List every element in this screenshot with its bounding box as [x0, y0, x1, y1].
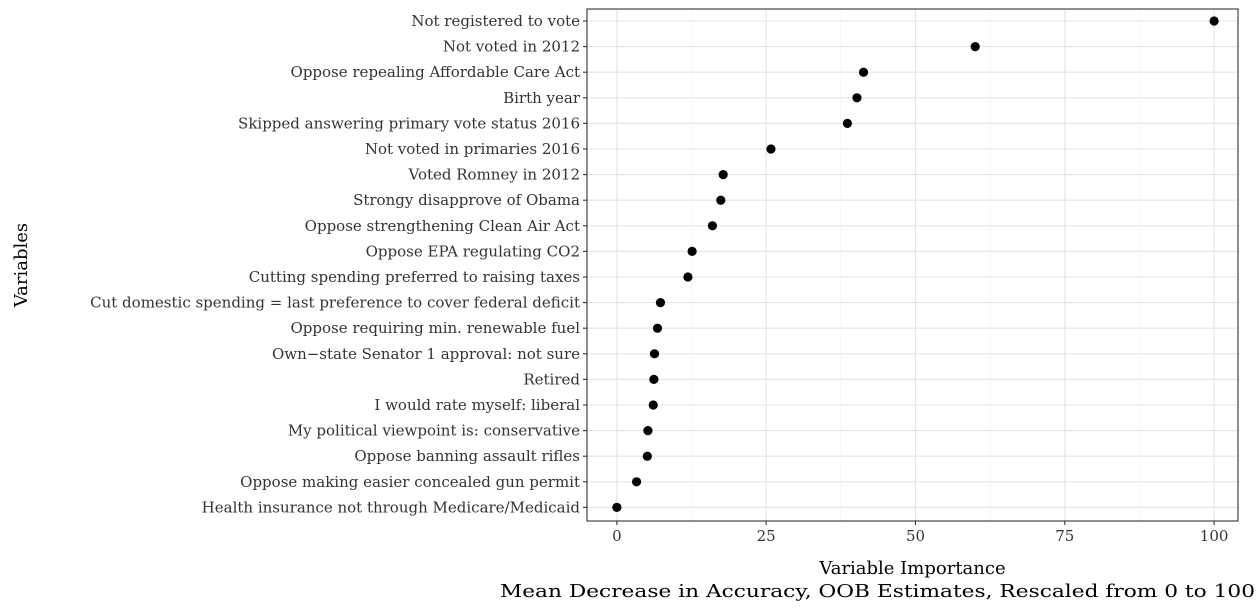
y-tick-label: Retired	[523, 370, 580, 388]
y-tick-label: Own−state Senator 1 approval: not sure	[272, 345, 580, 363]
x-tick-label: 100	[1200, 527, 1229, 545]
y-tick-label: Oppose making easier concealed gun permi…	[240, 473, 580, 491]
y-axis-title: Variables	[11, 223, 32, 308]
y-tick-label: Not voted in primaries 2016	[365, 140, 580, 158]
x-tick-label: 50	[906, 527, 925, 545]
data-point	[852, 93, 862, 103]
y-tick-label: Oppose repealing Affordable Care Act	[291, 63, 580, 81]
y-tick-label: My political viewpoint is: conservative	[288, 422, 580, 440]
data-point	[648, 400, 658, 410]
grid-lines	[587, 9, 1238, 521]
y-tick-label: Voted Romney in 2012	[408, 166, 581, 184]
data-point	[718, 170, 728, 180]
y-tick-label: Birth year	[503, 89, 581, 107]
data-point	[716, 195, 726, 205]
data-point	[652, 323, 663, 333]
data-point	[683, 272, 693, 282]
y-tick-label: Strongy disapprove of Obama	[353, 191, 580, 209]
data-point	[643, 426, 653, 436]
data-point	[612, 502, 622, 512]
data-point	[766, 144, 776, 154]
x-tick-label: 75	[1055, 527, 1074, 545]
y-tick-label: Cut domestic spending = last preference …	[90, 294, 580, 312]
y-tick-label: Not voted in 2012	[443, 38, 580, 56]
data-points	[612, 16, 1219, 512]
data-point	[642, 451, 652, 461]
x-axis-tick-labels: 0 25 50 75 100	[612, 527, 1228, 545]
y-axis-tick-labels: Not registered to vote Not voted in 2012 O…	[90, 12, 581, 516]
y-tick-label: Oppose strengthening Clean Air Act	[305, 217, 580, 235]
y-tick-label: Not registered to vote	[411, 12, 580, 30]
data-point	[655, 298, 666, 308]
x-tick-label: 25	[757, 527, 776, 545]
y-tick-label: Health insurance not through Medicare/Me…	[202, 498, 581, 516]
data-point	[687, 246, 697, 256]
data-point	[631, 477, 642, 487]
data-point	[1209, 16, 1219, 26]
data-point	[707, 221, 718, 231]
data-point	[970, 42, 980, 52]
x-axis-title: Variable Importance	[818, 558, 1005, 579]
x-tick-label: 0	[612, 527, 622, 545]
y-tick-label: Oppose requiring min. renewable fuel	[291, 319, 581, 337]
x-axis-subtitle: Mean Decrease in Accuracy, OOB Estimates…	[500, 581, 1255, 602]
y-tick-label: Cutting spending preferred to raising ta…	[249, 268, 580, 286]
panel-border	[586, 8, 1239, 522]
y-tick-label: Skipped answering primary vote status 20…	[238, 114, 580, 132]
y-tick-label: Oppose EPA regulating CO2	[366, 242, 580, 260]
axis-ticks	[583, 20, 1215, 525]
data-point	[649, 374, 659, 384]
y-tick-label: Oppose banning assault rifles	[354, 447, 580, 465]
data-point	[858, 67, 869, 77]
data-point	[649, 349, 660, 359]
y-tick-label: I would rate myself: liberal	[374, 396, 580, 414]
data-point	[842, 118, 853, 128]
